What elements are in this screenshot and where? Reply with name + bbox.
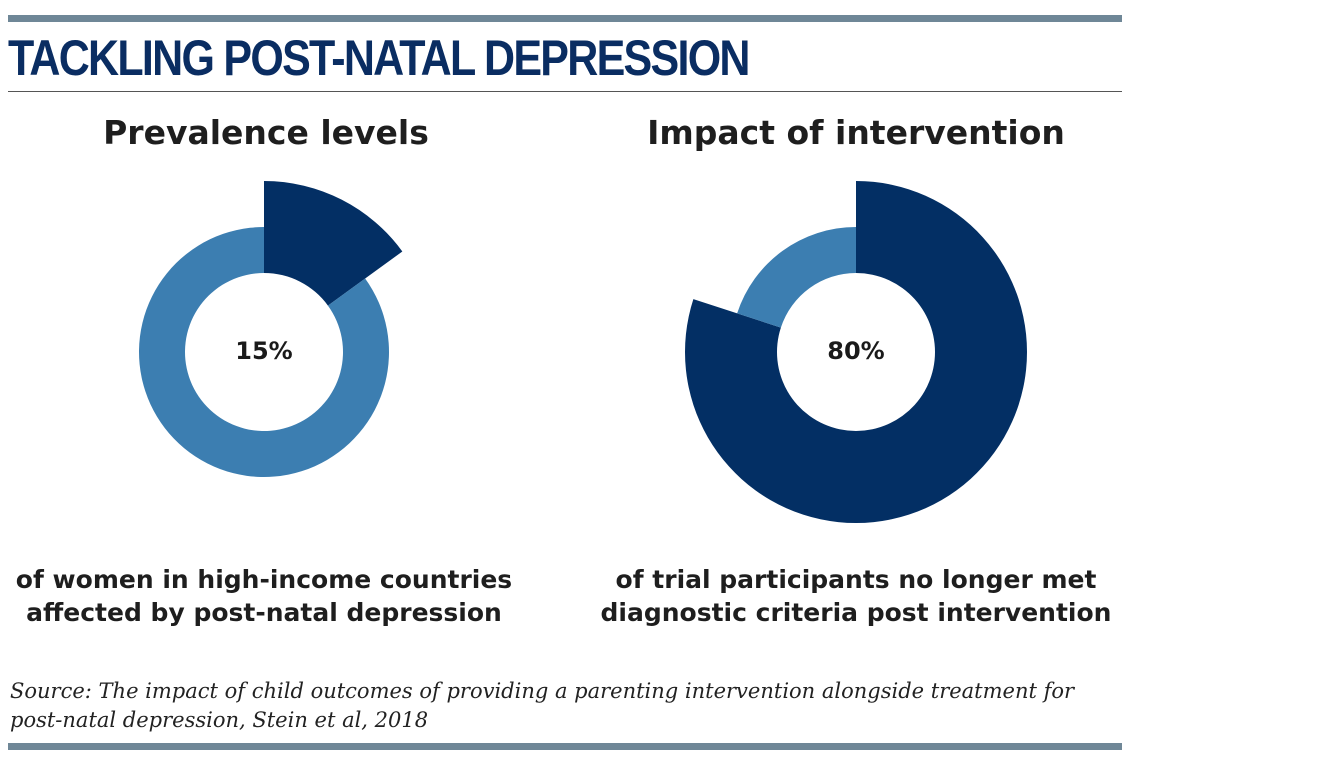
chart-title-prevalence: Prevalence levels [103,113,429,152]
top-rule [8,15,1122,22]
donut-slice-remainder [737,227,856,328]
donut-chart-prevalence: 15% [139,181,403,477]
caption-intervention: of trial participants no longer met diag… [600,565,1112,627]
donut-chart-intervention: 80% [685,181,1027,523]
center-value-label: 15% [235,337,292,365]
title-divider [8,91,1122,92]
center-value-label: 80% [827,337,884,365]
source-note: Source: The impact of child outcomes of … [10,679,1075,732]
page-title: TACKLING POST-NATAL DEPRESSION [8,30,750,86]
bottom-rule [8,743,1122,750]
donut-slice-remainder [139,227,389,477]
caption-prevalence: of women in high-income countries affect… [15,565,513,627]
chart-title-intervention: Impact of intervention [647,113,1065,152]
donut-slice-highlight [264,181,403,306]
donut-slice-highlight [685,181,1027,523]
